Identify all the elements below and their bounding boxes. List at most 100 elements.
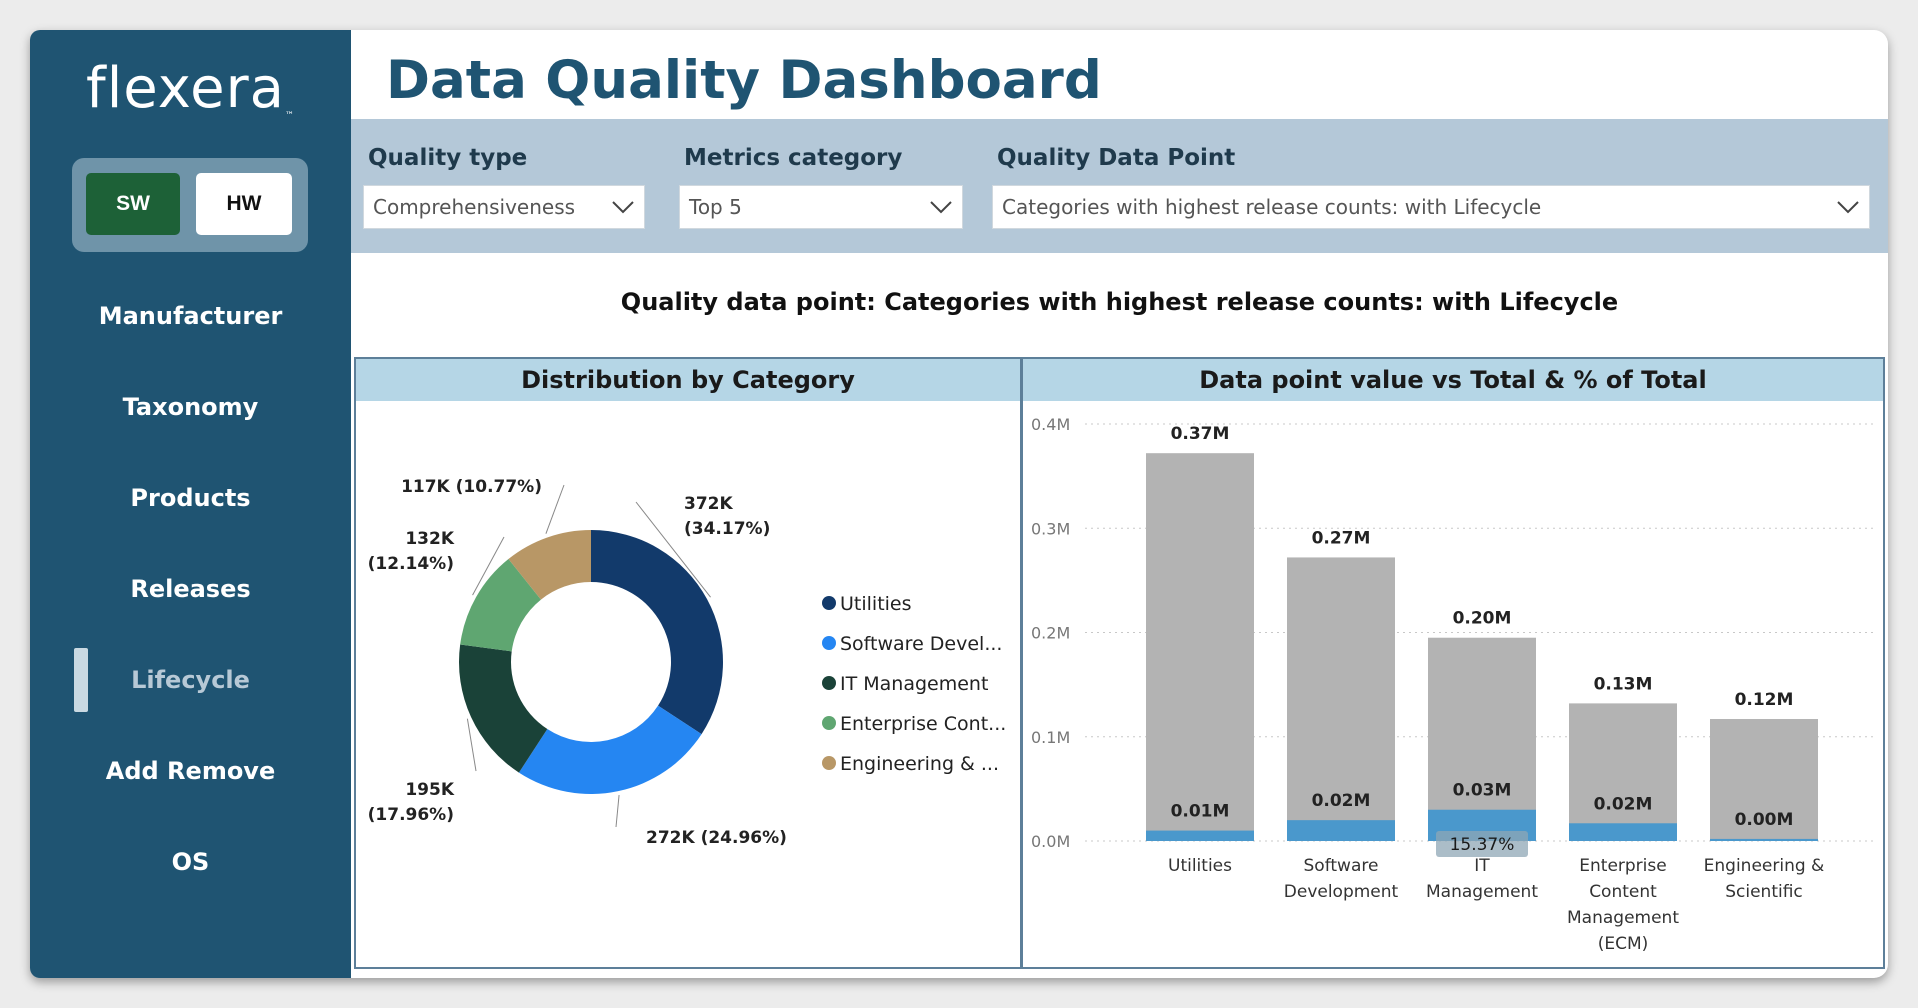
legend-swatch xyxy=(822,756,836,770)
quality-type-label: Quality type xyxy=(368,145,528,171)
y-tick-label: 0.1M xyxy=(1031,728,1070,747)
nav-item-products[interactable]: Products xyxy=(130,484,251,512)
donut-percent-label: (34.17%) xyxy=(684,519,770,539)
donut-leader-line xyxy=(635,501,711,598)
quality-type-value: Comprehensiveness xyxy=(373,195,576,219)
percent-of-total-badge xyxy=(1436,831,1528,857)
data-point-vs-total-panel: Data point value vs Total & % of Total 0… xyxy=(1021,357,1885,969)
nav-item-releases[interactable]: Releases xyxy=(130,575,251,603)
metrics-category-label: Metrics category xyxy=(684,145,903,171)
nav-item-lifecycle[interactable]: Lifecycle xyxy=(131,666,250,694)
legend-swatch xyxy=(822,596,836,610)
bar-total-label: 0.27M xyxy=(1312,528,1371,548)
x-tick-label: (ECM) xyxy=(1598,934,1649,954)
donut-slice-3[interactable] xyxy=(459,644,548,773)
sw-hw-toggle: SW HW xyxy=(72,158,308,252)
bar-data-point-value[interactable] xyxy=(1287,820,1395,841)
legend-swatch xyxy=(822,636,836,650)
metrics-category-dropdown[interactable]: Top 5 xyxy=(679,185,963,229)
x-tick-label: Management xyxy=(1426,882,1538,902)
donut-data-label: 195K xyxy=(405,780,454,800)
bar-value-label: 0.02M xyxy=(1312,791,1371,811)
bar-total-label: 0.13M xyxy=(1594,674,1653,694)
donut-leader-line xyxy=(545,484,565,534)
bar-total[interactable] xyxy=(1428,637,1536,841)
bar-data-point-value[interactable] xyxy=(1569,823,1677,841)
donut-slice-2[interactable] xyxy=(518,705,702,794)
donut-data-label: 372K xyxy=(684,494,733,514)
nav-item-add-remove[interactable]: Add Remove xyxy=(105,757,276,785)
bar-chart-title: Data point value vs Total & % of Total xyxy=(1023,359,1883,401)
quality-type-dropdown[interactable]: Comprehensiveness xyxy=(363,185,645,229)
x-tick-label: Management xyxy=(1567,908,1679,928)
sidebar: flexera™ SW HW Manufacturer Taxonomy Pro… xyxy=(30,30,351,978)
x-tick-label: Content xyxy=(1589,882,1657,902)
nav-item-manufacturer[interactable]: Manufacturer xyxy=(98,302,283,330)
x-tick-label: Utilities xyxy=(1168,856,1232,876)
donut-data-label: 132K xyxy=(405,529,454,549)
chevron-down-icon xyxy=(930,201,952,214)
chevron-down-icon xyxy=(1837,201,1859,214)
bar-total-label: 0.20M xyxy=(1453,609,1512,629)
bar-total[interactable] xyxy=(1710,719,1818,841)
sw-button[interactable]: SW xyxy=(86,173,180,235)
donut-slice-5[interactable] xyxy=(508,530,591,600)
bar-total[interactable] xyxy=(1146,453,1254,841)
legend-entry[interactable]: Engineering & ... xyxy=(840,753,999,775)
hw-button[interactable]: HW xyxy=(196,173,292,235)
page-title: Data Quality Dashboard xyxy=(386,50,1102,111)
distribution-by-category-panel: Distribution by Category 372K (34.17%) 272… xyxy=(354,357,1022,969)
donut-leader-line xyxy=(615,795,620,828)
quality-data-point-headline: Quality data point: Categories with high… xyxy=(620,288,1619,316)
y-tick-label: 0.2M xyxy=(1031,624,1070,643)
chevron-down-icon xyxy=(612,201,634,214)
y-tick-label: 0.4M xyxy=(1031,415,1070,434)
donut-percent-label: (12.14%) xyxy=(368,554,454,574)
legend-entry[interactable]: IT Management xyxy=(840,673,988,695)
nav-item-taxonomy[interactable]: Taxonomy xyxy=(122,393,259,421)
x-tick-label: Development xyxy=(1284,882,1399,902)
donut-leader-line xyxy=(466,718,477,772)
donut-data-label: 272K (24.96%) xyxy=(646,828,787,848)
x-tick-label: Software xyxy=(1304,856,1379,876)
bar-total-label: 0.37M xyxy=(1171,424,1230,444)
bar-value-label: 0.03M xyxy=(1453,781,1512,801)
donut-slice-1[interactable] xyxy=(591,530,723,735)
bar-total[interactable] xyxy=(1287,557,1395,841)
quality-data-point-dropdown[interactable]: Categories with highest release counts: … xyxy=(992,185,1870,229)
donut-percent-label: (17.96%) xyxy=(368,805,454,825)
x-tick-label: Scientific xyxy=(1725,882,1803,902)
y-tick-label: 0.3M xyxy=(1031,519,1070,538)
donut-data-label: 117K (10.77%) xyxy=(401,477,542,497)
quality-data-point-label: Quality Data Point xyxy=(997,145,1236,171)
active-nav-indicator xyxy=(74,648,88,712)
bar-value-label: 0.00M xyxy=(1735,810,1794,830)
bar-value-label: 0.01M xyxy=(1171,802,1230,822)
percent-of-total-label: 15.37% xyxy=(1450,835,1515,855)
nav-item-os[interactable]: OS xyxy=(171,848,210,876)
quality-data-point-value: Categories with highest release counts: … xyxy=(1002,195,1542,219)
x-tick-label: Engineering & xyxy=(1704,856,1825,876)
flexera-logo: flexera™ xyxy=(86,56,295,121)
bar-data-point-value[interactable] xyxy=(1146,830,1254,841)
bar-data-point-value[interactable] xyxy=(1710,838,1818,841)
bar-total-label: 0.12M xyxy=(1735,690,1794,710)
donut-leader-line xyxy=(472,536,505,596)
legend-entry[interactable]: Utilities xyxy=(840,593,912,615)
legend-swatch xyxy=(822,676,836,690)
x-tick-label: IT xyxy=(1474,856,1490,876)
legend-entry[interactable]: Software Devel... xyxy=(840,633,1002,655)
metrics-category-value: Top 5 xyxy=(689,195,742,219)
donut-chart: 372K (34.17%) 272K (24.96%) 195K (17.96%) 132… xyxy=(368,477,1007,848)
dashboard-frame: flexera™ SW HW Manufacturer Taxonomy Pro… xyxy=(30,30,1888,978)
filter-bar: Quality type Comprehensiveness Metrics c… xyxy=(351,119,1888,253)
donut-slice-4[interactable] xyxy=(460,559,541,652)
x-tick-label: Enterprise xyxy=(1579,856,1666,876)
bar-value-label: 0.02M xyxy=(1594,794,1653,814)
donut-chart-title: Distribution by Category xyxy=(356,359,1020,401)
bar-chart: 0.0M 0.1M 0.2M 0.3M 0.4M 0.37M 0.01M Utilities 0… xyxy=(1031,415,1873,954)
legend-swatch xyxy=(822,716,836,730)
legend-entry[interactable]: Enterprise Cont... xyxy=(840,713,1006,735)
y-tick-label: 0.0M xyxy=(1031,832,1070,851)
bar-total[interactable] xyxy=(1569,703,1677,841)
